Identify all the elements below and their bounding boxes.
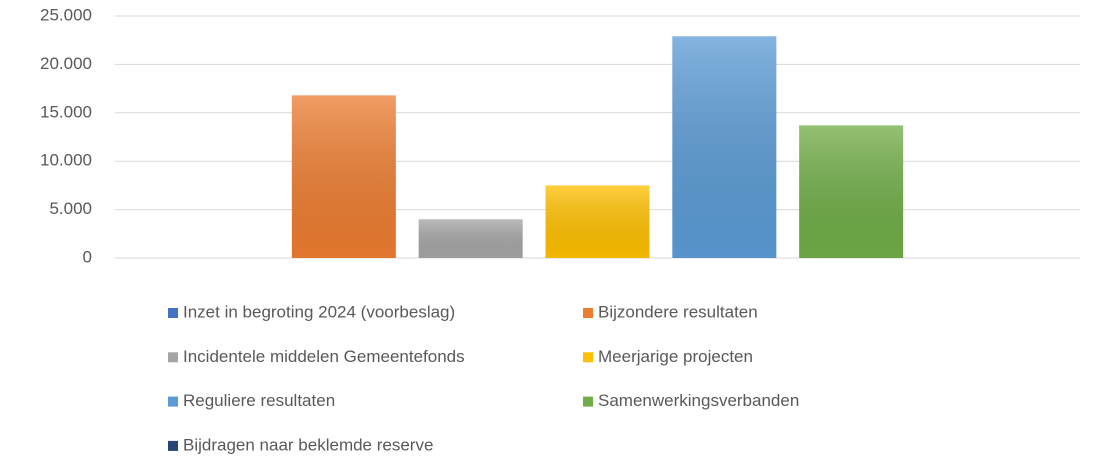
- legend-swatch: [583, 352, 593, 363]
- legend-swatch: [583, 308, 593, 318]
- bar-sheen: [672, 36, 777, 258]
- bar-sheen: [291, 95, 396, 258]
- bar-sheen: [545, 185, 650, 258]
- y-tick-label: 25.000: [40, 5, 92, 24]
- legend-label: Bijzondere resultaten: [598, 302, 758, 321]
- y-tick-label: 5.000: [49, 199, 92, 218]
- y-tick-label: 15.000: [40, 102, 92, 121]
- legend-swatch: [583, 396, 593, 407]
- legend-swatch: [168, 352, 178, 363]
- y-tick-label: 10.000: [40, 151, 92, 170]
- legend-swatch: [168, 308, 178, 318]
- legend-swatch: [168, 396, 178, 407]
- legend-label: Meerjarige projecten: [598, 347, 753, 366]
- y-tick-label: 20.000: [40, 54, 92, 73]
- bar-sheen: [418, 219, 523, 258]
- legend-label: Reguliere resultaten: [183, 391, 335, 410]
- legend-label: Inzet in begroting 2024 (voorbeslag): [183, 302, 455, 321]
- y-tick-label: 0: [83, 247, 92, 266]
- bar-sheen: [799, 125, 904, 258]
- legend-label: Incidentele middelen Gemeentefonds: [183, 347, 465, 366]
- legend-label: Bijdragen naar beklemde reserve: [183, 435, 433, 454]
- legend-label: Samenwerkingsverbanden: [598, 391, 799, 410]
- legend-swatch: [168, 440, 178, 451]
